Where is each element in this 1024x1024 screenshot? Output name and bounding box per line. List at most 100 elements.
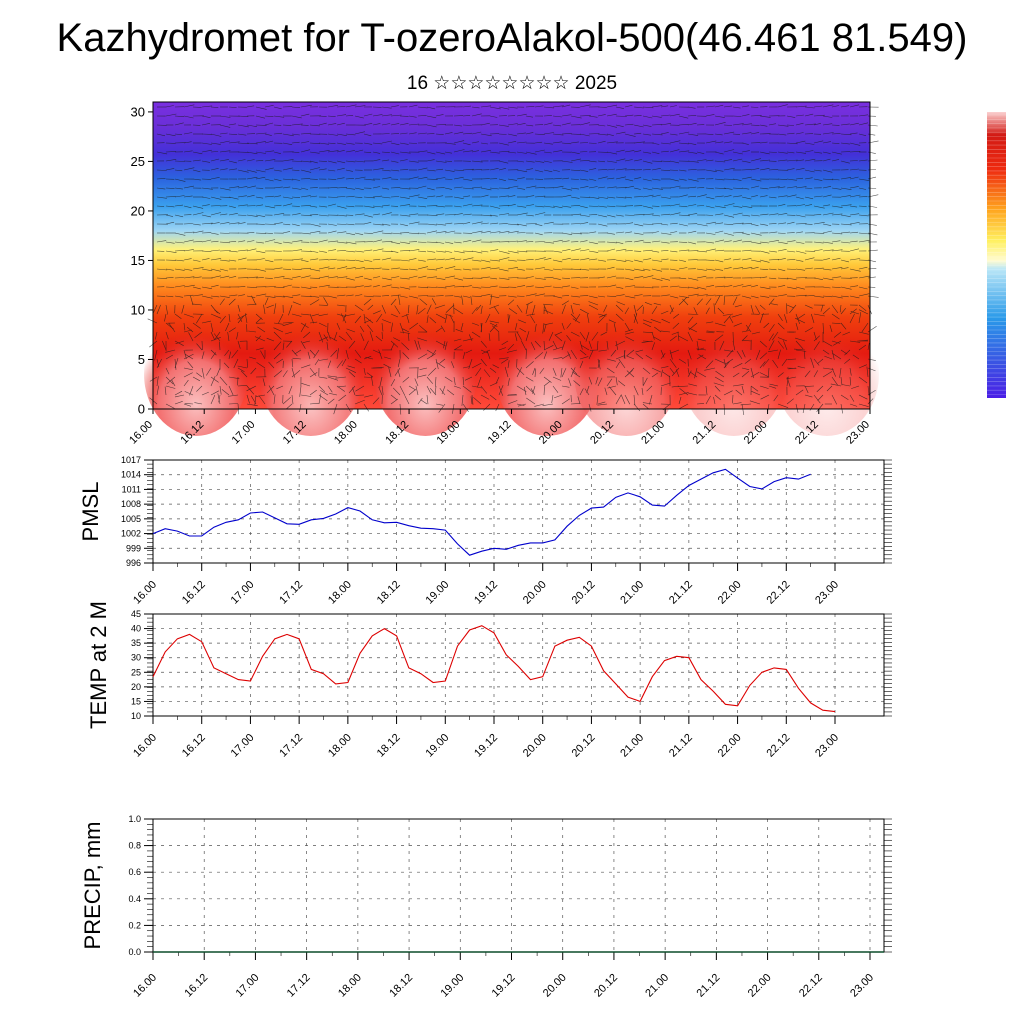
temp-line bbox=[152, 625, 836, 713]
pmsl-x-tick-label: 20.00 bbox=[521, 579, 549, 607]
temp-x-tick-label: 21.00 bbox=[618, 732, 646, 760]
pmsl-x-tick-label: 22.12 bbox=[764, 579, 792, 607]
precip-x-tick-label: 18.12 bbox=[387, 972, 415, 1000]
precip-grid bbox=[152, 818, 884, 953]
pmsl-y-tick-label: 1005 bbox=[121, 514, 141, 524]
temp-y-tick-label: 20 bbox=[131, 682, 141, 692]
colorbar-fill bbox=[987, 112, 1006, 398]
temp-y-tick-label: 10 bbox=[131, 711, 141, 721]
temp-x-tick-label: 21.12 bbox=[667, 732, 695, 760]
pmsl-y-tick-label: 1017 bbox=[121, 455, 141, 465]
temp-y-tick-label: 30 bbox=[131, 653, 141, 663]
temp-y-tick-label: 25 bbox=[131, 667, 141, 677]
temp-y-tick-label: 35 bbox=[131, 638, 141, 648]
precip-y-tick-label: 0.0 bbox=[128, 947, 141, 957]
precip-x-tick-label: 21.00 bbox=[643, 972, 671, 1000]
temp-axis-title: TEMP at 2 M bbox=[86, 601, 111, 729]
warm-cell bbox=[144, 312, 249, 436]
precip-x-tick-label: 20.12 bbox=[592, 972, 620, 1000]
temp-x-tick-label: 19.00 bbox=[423, 732, 451, 760]
y-tick-label: 5 bbox=[138, 352, 145, 367]
pmsl-x-tick-label: 16.12 bbox=[180, 579, 208, 607]
precip-x-tick-label: 23.00 bbox=[848, 972, 876, 1000]
temp-x-tick-label: 22.12 bbox=[764, 732, 792, 760]
precip-x-tick-label: 22.12 bbox=[797, 972, 825, 1000]
precip-y-tick-label: 0.2 bbox=[128, 920, 141, 930]
temp-x-tick-label: 16.12 bbox=[180, 732, 208, 760]
pmsl-x-tick-label: 20.12 bbox=[570, 579, 598, 607]
precip-y-tick-label: 1.0 bbox=[128, 814, 141, 824]
pmsl-x-tick-label: 17.12 bbox=[277, 579, 305, 607]
precip-x-tick-label: 22.00 bbox=[746, 972, 774, 1000]
temp-x-tick-label: 18.00 bbox=[326, 732, 354, 760]
temp-y-tick-label: 15 bbox=[131, 696, 141, 706]
warm-cell bbox=[574, 312, 679, 436]
wind-vectors bbox=[147, 104, 879, 415]
warm-cell bbox=[258, 312, 363, 436]
precip-x-tick-label: 19.00 bbox=[438, 972, 466, 1000]
temp-x-tick-label: 22.00 bbox=[716, 732, 744, 760]
temp-y-tick-label: 45 bbox=[131, 609, 141, 619]
pmsl-x-tick-label: 21.00 bbox=[618, 579, 646, 607]
precip-x-tick-label: 20.00 bbox=[541, 972, 569, 1000]
precip-x-tick-label: 18.00 bbox=[336, 972, 364, 1000]
pmsl-axis-title: PMSL bbox=[78, 482, 103, 542]
colorbar bbox=[987, 112, 1006, 398]
pmsl-x-tick-label: 16.00 bbox=[131, 579, 159, 607]
y-tick-label: 0 bbox=[138, 402, 145, 417]
precip-x-tick-label: 17.00 bbox=[234, 972, 262, 1000]
precip-frame bbox=[152, 818, 885, 953]
temp-grid bbox=[152, 613, 884, 717]
pmsl-y-tick-label: 996 bbox=[126, 558, 141, 568]
pmsl-x-tick-label: 21.12 bbox=[667, 579, 695, 607]
precip-x-tick-label: 16.12 bbox=[182, 972, 210, 1000]
pmsl-y-tick-label: 1014 bbox=[121, 470, 141, 480]
precip-x-tick-label: 21.12 bbox=[695, 972, 723, 1000]
pmsl-x-tick-label: 18.12 bbox=[375, 579, 403, 607]
y-tick-label: 20 bbox=[131, 203, 145, 218]
pmsl-y-tick-label: 1008 bbox=[121, 499, 141, 509]
warm-cell bbox=[373, 312, 478, 436]
pmsl-line bbox=[152, 468, 811, 556]
pmsl-panel: 996 999 1002 1005 1008 1011 1014 1017 16.00 16.12… bbox=[78, 455, 892, 607]
pmsl-y-tick-label: 1011 bbox=[122, 484, 141, 494]
temp-x-tick-label: 17.00 bbox=[229, 732, 257, 760]
temp-x-tick-label: 23.00 bbox=[813, 732, 841, 760]
precip-y-tick-label: 0.6 bbox=[128, 867, 141, 877]
precip-x-tick-label: 19.12 bbox=[490, 972, 518, 1000]
x-tick-label: 16.00 bbox=[127, 419, 155, 447]
temp-panel: 10 15 20 25 30 35 40 45 16.00 16.12 17.00 17.12 18.0… bbox=[86, 601, 892, 760]
precip-x-tick-label: 16.00 bbox=[131, 972, 159, 1000]
precip-y-tick-label: 0.8 bbox=[128, 841, 141, 851]
temp-x-tick-label: 18.12 bbox=[375, 732, 403, 760]
pmsl-x-tick-label: 22.00 bbox=[716, 579, 744, 607]
x-tick-label: 17.00 bbox=[230, 419, 258, 447]
temp-x-tick-label: 20.12 bbox=[570, 732, 598, 760]
pmsl-x-tick-label: 19.12 bbox=[472, 579, 500, 607]
temp-x-tick-label: 16.00 bbox=[131, 732, 159, 760]
temp-x-tick-label: 19.12 bbox=[472, 732, 500, 760]
chart-subtitle: 16 ☆☆☆☆☆☆☆☆ 2025 bbox=[406, 73, 618, 94]
precip-x-tick-label: 17.12 bbox=[285, 972, 313, 1000]
y-tick-label: 15 bbox=[131, 253, 145, 268]
pmsl-y-tick-label: 1002 bbox=[121, 529, 141, 539]
pmsl-x-tick-label: 18.00 bbox=[326, 579, 354, 607]
pmsl-x-tick-label: 17.00 bbox=[229, 579, 257, 607]
y-tick-label: 25 bbox=[131, 154, 145, 169]
x-tick-label: 19.12 bbox=[486, 419, 514, 447]
pmsl-y-tick-label: 999 bbox=[126, 543, 141, 553]
temp-x-tick-label: 17.12 bbox=[277, 732, 305, 760]
temp-x-tick-label: 20.00 bbox=[521, 732, 549, 760]
temp-y-tick-label: 40 bbox=[131, 624, 141, 634]
y-tick-label: 10 bbox=[131, 302, 145, 317]
temp-frame bbox=[152, 613, 885, 717]
pmsl-x-tick-label: 19.00 bbox=[423, 579, 451, 607]
precip-y-tick-label: 0.4 bbox=[128, 894, 141, 904]
precip-axis-title: PRECIP, mm bbox=[80, 822, 105, 950]
y-tick-label: 30 bbox=[131, 104, 145, 119]
pmsl-x-tick-label: 23.00 bbox=[813, 579, 841, 607]
warm-cell bbox=[681, 312, 786, 436]
warm-cell bbox=[774, 312, 879, 436]
